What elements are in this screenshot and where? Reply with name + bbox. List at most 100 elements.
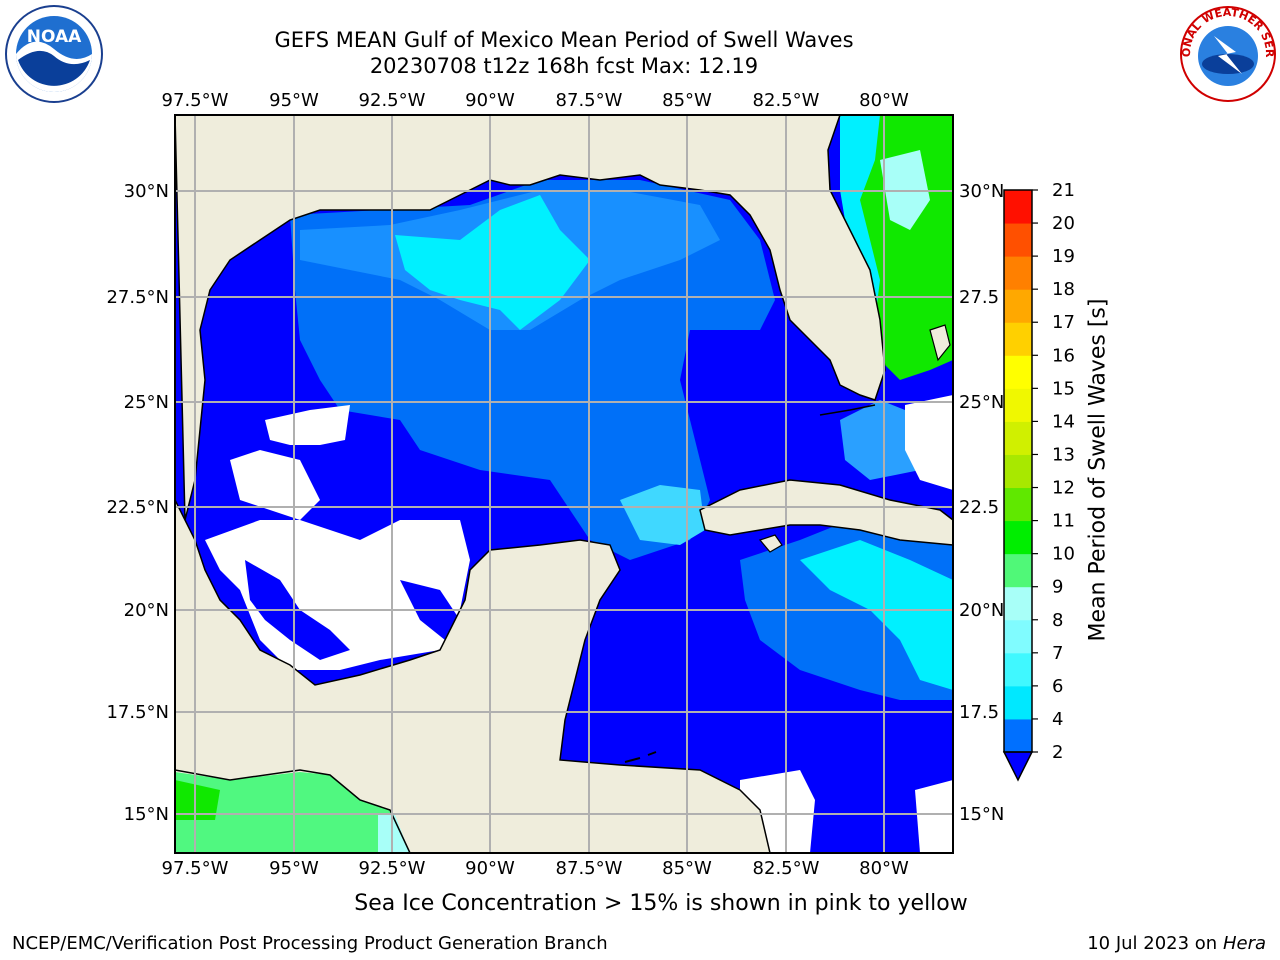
colorbar-tick-label: 12 bbox=[1052, 478, 1075, 499]
svg-text:NOAA: NOAA bbox=[27, 27, 82, 47]
colorbar-swatch bbox=[1004, 487, 1032, 522]
credit-date-host: 10 Jul 2023 on Hera bbox=[1087, 933, 1266, 954]
lat-label: 17.5 bbox=[959, 702, 999, 723]
lon-label: 80°W bbox=[859, 858, 909, 879]
colorbar-tick-label: 14 bbox=[1052, 411, 1075, 432]
swell-region-white-west bbox=[205, 520, 470, 670]
colorbar-extend-arrow bbox=[1002, 751, 1034, 782]
colorbar-swatch bbox=[1004, 223, 1032, 257]
map-area bbox=[175, 115, 953, 853]
colorbar-swatch bbox=[1004, 322, 1032, 356]
land-keys bbox=[819, 404, 876, 416]
lat-label: 30°N bbox=[959, 181, 1004, 202]
lat-label: 20°N bbox=[124, 600, 169, 621]
colorbar-tick-label: 6 bbox=[1052, 676, 1063, 697]
land-bahamas bbox=[929, 324, 951, 362]
colorbar-tick-label: 7 bbox=[1052, 643, 1063, 664]
lat-label: 30°N bbox=[124, 181, 169, 202]
lon-label: 90°W bbox=[465, 90, 515, 111]
colorbar-swatch bbox=[1004, 454, 1032, 489]
lon-label: 82.5°W bbox=[753, 858, 820, 879]
colorbar-tick-label: 2 bbox=[1052, 742, 1063, 763]
map-title: GEFS MEAN Gulf of Mexico Mean Period of … bbox=[274, 28, 854, 52]
colorbar-swatch bbox=[1004, 289, 1032, 323]
lon-label: 90°W bbox=[465, 858, 515, 879]
colorbar-swatch bbox=[1004, 586, 1032, 621]
lon-labels-bottom: 97.5°W 95°W 92.5°W 90°W 87.5°W 85°W 82.5… bbox=[162, 858, 909, 879]
noaa-logo: NOAA bbox=[5, 5, 103, 103]
land-honduras-islands bbox=[624, 751, 657, 763]
colorbar-tick-label: 21 bbox=[1052, 180, 1075, 201]
lat-labels-left: 30°N 27.5°N 25°N 22.5°N 20°N 17.5°N 15°N bbox=[106, 181, 169, 825]
grid-lines bbox=[175, 115, 953, 853]
colorbar-swatch bbox=[1004, 652, 1032, 687]
land-mexico bbox=[175, 499, 771, 853]
colorbar-swatch bbox=[1004, 553, 1032, 588]
colorbar-tick-label: 18 bbox=[1052, 279, 1075, 300]
colorbar-swatch bbox=[1004, 421, 1032, 455]
colorbar-tick-label: 9 bbox=[1052, 577, 1063, 598]
colorbar-swatch bbox=[1004, 190, 1032, 224]
colorbar-tick-label: 8 bbox=[1052, 610, 1063, 631]
colorbar-swatch bbox=[1004, 520, 1032, 555]
lat-label: 27.5 bbox=[959, 287, 999, 308]
ocean-pacific bbox=[175, 772, 400, 853]
lon-label: 82.5°W bbox=[753, 90, 820, 111]
lon-label: 80°W bbox=[859, 90, 909, 111]
colorbar-swatch bbox=[1004, 619, 1032, 654]
sea-ice-note: Sea Ice Concentration > 15% is shown in … bbox=[354, 891, 968, 916]
colorbar-tick-label: 20 bbox=[1052, 213, 1075, 234]
lat-label: 17.5°N bbox=[106, 702, 169, 723]
colorbar-tick-label: 19 bbox=[1052, 246, 1075, 267]
colorbar-swatch bbox=[1004, 256, 1032, 290]
lon-label: 95°W bbox=[269, 90, 319, 111]
land-isle-youth bbox=[758, 534, 783, 553]
colorbar-tick-label: 16 bbox=[1052, 345, 1075, 366]
colorbar-swatch bbox=[1004, 718, 1032, 753]
colorbar-tick-label: 13 bbox=[1052, 444, 1075, 465]
colorbar-swatch bbox=[1004, 355, 1032, 389]
colorbar-tick-label: 4 bbox=[1052, 709, 1063, 730]
map-subtitle: 20230708 t12z 168h fcst Max: 12.19 bbox=[369, 54, 759, 78]
lat-label: 22.5 bbox=[959, 497, 999, 518]
lon-label: 95°W bbox=[269, 858, 319, 879]
swell-region-cyan-east bbox=[800, 540, 953, 690]
land-cuba bbox=[699, 479, 953, 546]
colorbar-tick-label: 10 bbox=[1052, 544, 1075, 565]
colorbar-tick-label: 15 bbox=[1052, 378, 1075, 399]
credit-host: Hera bbox=[1222, 933, 1266, 954]
swell-region-white-caribbean2 bbox=[915, 780, 953, 853]
lat-labels-right: 30°N 27.5 25°N 22.5 20°N 17.5 15°N bbox=[959, 181, 1004, 825]
lon-labels-top: 97.5°W 95°W 92.5°W 90°W 87.5°W 85°W 82.5… bbox=[162, 90, 909, 111]
colorbar: 2 4 6 7 8 9 10 11 12 13 14 15 16 17 18 19 20 21 bbox=[1002, 180, 1075, 782]
colorbar-swatch bbox=[1004, 685, 1032, 720]
colorbar-tick-label: 17 bbox=[1052, 312, 1075, 333]
colorbar-title: Mean Period of Swell Waves [s] bbox=[1085, 298, 1111, 642]
swell-region-white-patch bbox=[265, 405, 350, 445]
lon-label: 87.5°W bbox=[556, 90, 623, 111]
lat-label: 15°N bbox=[124, 804, 169, 825]
credit-organization: NCEP/EMC/Verification Post Processing Pr… bbox=[12, 933, 608, 954]
lon-label: 92.5°W bbox=[359, 90, 426, 111]
lon-label: 85°W bbox=[662, 90, 712, 111]
land-north-america bbox=[175, 115, 886, 521]
lon-label: 92.5°W bbox=[359, 858, 426, 879]
colorbar-frame bbox=[1003, 189, 1033, 753]
lon-label: 97.5°W bbox=[162, 858, 229, 879]
lat-label: 25°N bbox=[124, 392, 169, 413]
lon-label: 97.5°W bbox=[162, 90, 229, 111]
lon-label: 87.5°W bbox=[556, 858, 623, 879]
lat-label: 15°N bbox=[959, 804, 1004, 825]
lon-label: 85°W bbox=[662, 858, 712, 879]
lat-label: 27.5°N bbox=[106, 287, 169, 308]
credit-date: 10 Jul 2023 on bbox=[1087, 933, 1223, 954]
lat-label: 22.5°N bbox=[106, 497, 169, 518]
swell-region-white-florida bbox=[905, 395, 953, 490]
lat-label: 20°N bbox=[959, 600, 1004, 621]
nws-logo: NATIONAL WEATHER SERVICE bbox=[1178, 4, 1276, 102]
lat-label: 25°N bbox=[959, 392, 1004, 413]
map-frame bbox=[174, 114, 954, 854]
swell-region-cyan-strait bbox=[620, 485, 705, 545]
colorbar-tick-label: 11 bbox=[1052, 511, 1075, 532]
